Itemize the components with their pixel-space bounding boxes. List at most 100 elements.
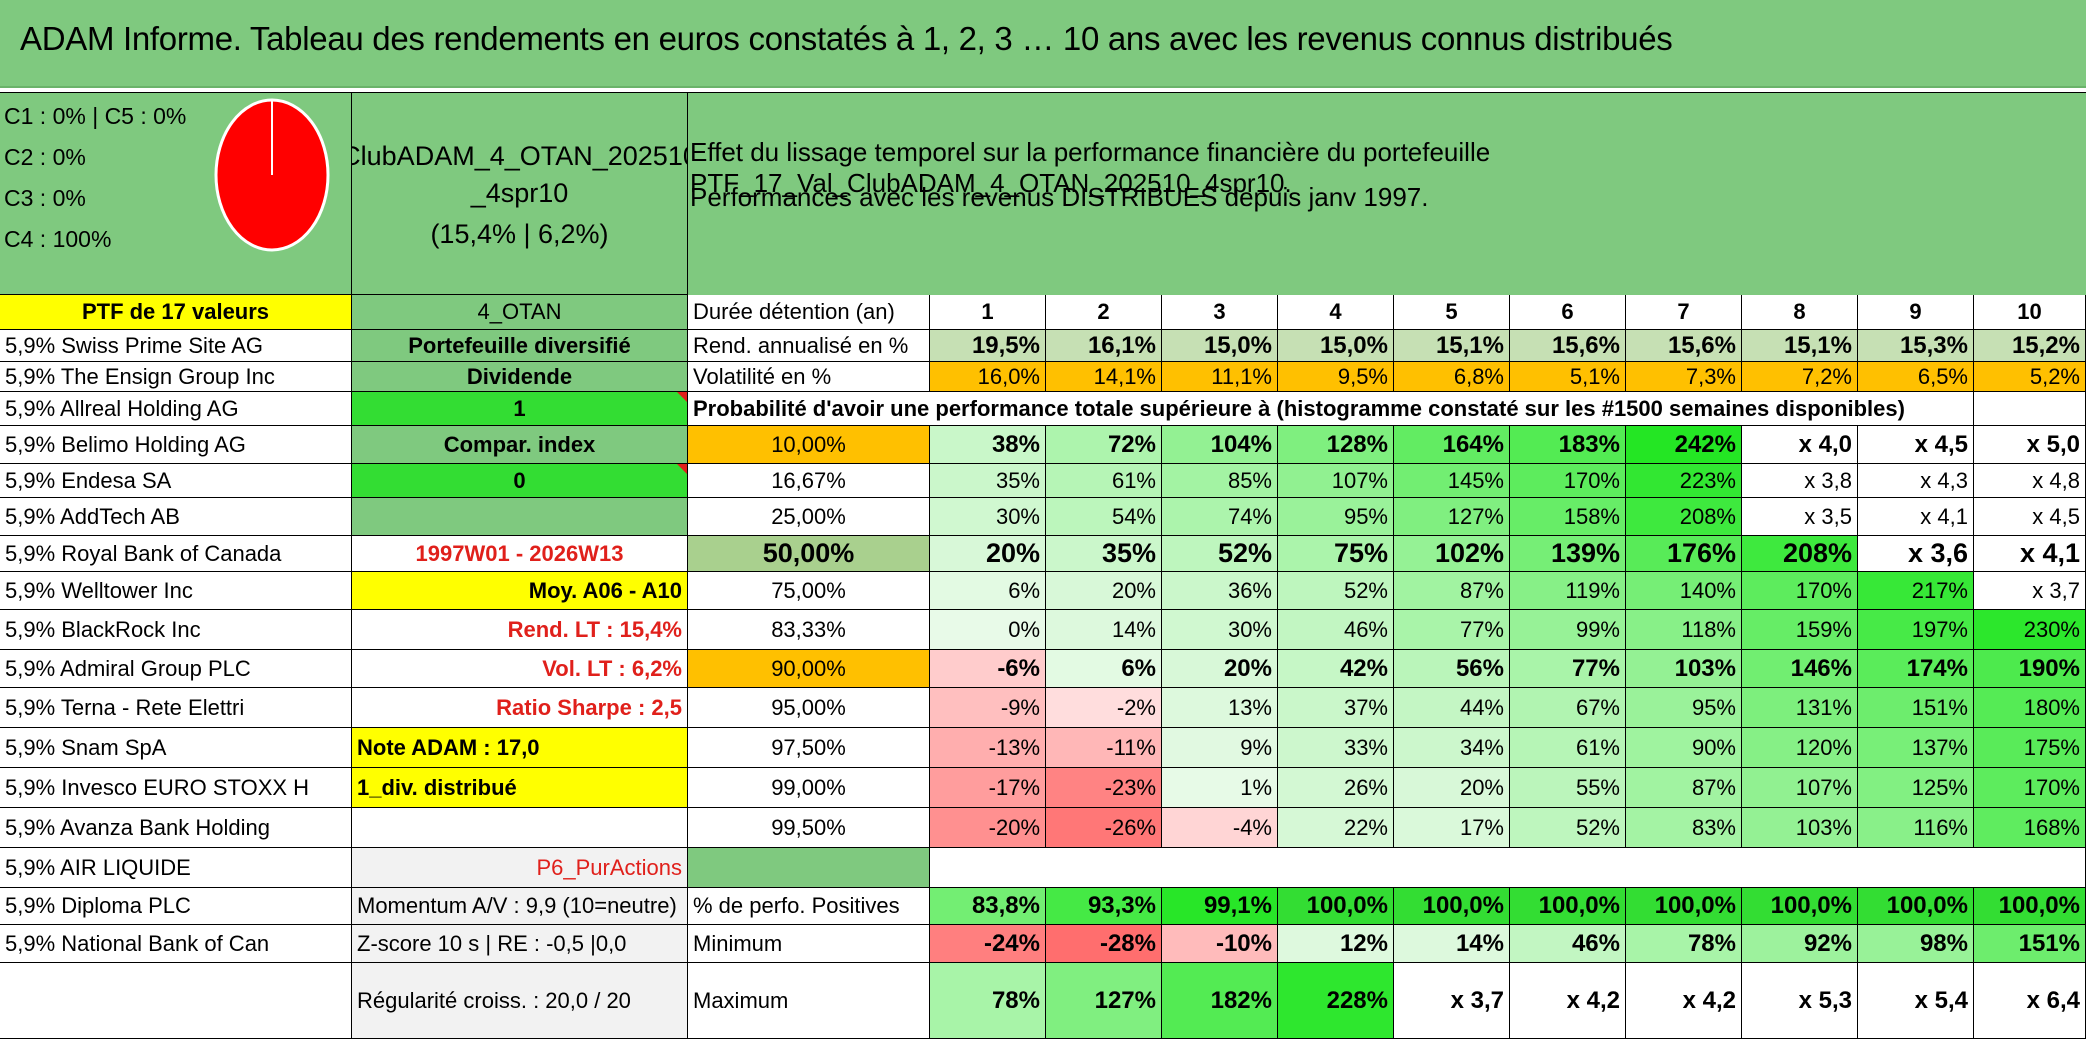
quantile-value: 56% xyxy=(1394,650,1510,688)
quantile-value: 9% xyxy=(1162,728,1278,768)
quantile-value: -2% xyxy=(1046,688,1162,728)
quantile-value: 87% xyxy=(1626,768,1742,808)
quantile-value: 46% xyxy=(1278,610,1394,650)
info-panel-cell: Compar. index xyxy=(352,426,688,464)
quantile-label: 83,33% xyxy=(688,610,930,650)
quantile-value: 175% xyxy=(1974,728,2086,768)
maximum-cell: x 5,4 xyxy=(1858,963,1974,1039)
quantile-label: 50,00% xyxy=(688,536,930,572)
year-header: 3 xyxy=(1162,295,1278,330)
row-label-max: Maximum xyxy=(688,963,930,1039)
alloc-line: C3 : 0% xyxy=(4,185,86,211)
info-panel-cell: 0 xyxy=(352,464,688,498)
quantile-label: 10,00% xyxy=(688,426,930,464)
quantile-value: x 3,5 xyxy=(1742,498,1858,536)
holding-row: 5,9% National Bank of Can xyxy=(0,925,352,963)
holding-row: 5,9% Belimo Holding AG xyxy=(0,426,352,464)
rend-cell: 15,1% xyxy=(1742,330,1858,362)
quantile-value: 61% xyxy=(1510,728,1626,768)
quantile-label: 97,50% xyxy=(688,728,930,768)
quantile-label: 99,00% xyxy=(688,768,930,808)
quantile-value: 54% xyxy=(1046,498,1162,536)
info-panel-cell: Rend. LT : 15,4% xyxy=(352,610,688,650)
quantile-value: 102% xyxy=(1394,536,1510,572)
quantile-value: 72% xyxy=(1046,426,1162,464)
quantile-value: x 3,8 xyxy=(1742,464,1858,498)
quantile-value: -6% xyxy=(930,650,1046,688)
minimum-cell: 151% xyxy=(1974,925,2086,963)
maximum-cell: 182% xyxy=(1162,963,1278,1039)
quantile-value: x 4,3 xyxy=(1858,464,1974,498)
comment-marker xyxy=(677,464,687,474)
quantile-value: 190% xyxy=(1974,650,2086,688)
year-header: 2 xyxy=(1046,295,1162,330)
info-panel-cell: Vol. LT : 6,2% xyxy=(352,650,688,688)
quantile-value: 137% xyxy=(1858,728,1974,768)
rend-cell: 15,6% xyxy=(1510,330,1626,362)
quantile-value: 37% xyxy=(1278,688,1394,728)
quantile-value: 128% xyxy=(1278,426,1394,464)
holding-row: 5,9% Snam SpA xyxy=(0,728,352,768)
info-panel-cell: 1 xyxy=(352,392,688,426)
quantile-value: 75% xyxy=(1278,536,1394,572)
quantile-value: 6% xyxy=(930,572,1046,610)
portfolio-name-suffix: _4spr10 xyxy=(470,178,569,208)
vol-cell: 6,5% xyxy=(1858,362,1974,392)
quantile-value: 13% xyxy=(1162,688,1278,728)
portfolio-name-block: ClubADAM_4_OTAN_202510 _4spr10 (15,4% | … xyxy=(352,93,688,295)
empty-cell xyxy=(1974,392,2086,426)
maximum-cell: x 5,3 xyxy=(1742,963,1858,1039)
rend-cell: 15,6% xyxy=(1626,330,1742,362)
holding-row: 5,9% Avanza Bank Holding xyxy=(0,808,352,848)
vol-cell: 7,2% xyxy=(1742,362,1858,392)
vol-cell: 9,5% xyxy=(1278,362,1394,392)
rend-cell: 19,5% xyxy=(930,330,1046,362)
quantile-value: 145% xyxy=(1394,464,1510,498)
quantile-value: 52% xyxy=(1510,808,1626,848)
minimum-cell: -24% xyxy=(930,925,1046,963)
quantile-value: 170% xyxy=(1510,464,1626,498)
info-panel-cell: Z-score 10 s | RE : -0,5 |0,0 xyxy=(352,925,688,963)
year-header: 6 xyxy=(1510,295,1626,330)
quantile-value: -13% xyxy=(930,728,1046,768)
quantile-value: 107% xyxy=(1742,768,1858,808)
row-label-vol: Volatilité en % xyxy=(688,362,930,392)
quantile-value: -11% xyxy=(1046,728,1162,768)
quantile-label: 16,67% xyxy=(688,464,930,498)
pie-svg xyxy=(214,98,330,252)
year-header: 10 xyxy=(1974,295,2086,330)
quantile-value: 170% xyxy=(1974,768,2086,808)
quantile-value: 164% xyxy=(1394,426,1510,464)
quantile-value: x 4,1 xyxy=(1974,536,2086,572)
minimum-cell: -28% xyxy=(1046,925,1162,963)
positive-rate-cell: 93,3% xyxy=(1046,888,1162,925)
vol-cell: 6,8% xyxy=(1394,362,1510,392)
holding-row: 5,9% Welltower Inc xyxy=(0,572,352,610)
vol-cell: 16,0% xyxy=(930,362,1046,392)
minimum-cell: 14% xyxy=(1394,925,1510,963)
vol-cell: 5,1% xyxy=(1510,362,1626,392)
quantile-value: 107% xyxy=(1278,464,1394,498)
quantile-value: 146% xyxy=(1742,650,1858,688)
quantile-value: 36% xyxy=(1162,572,1278,610)
quantile-value: 125% xyxy=(1858,768,1974,808)
comment-marker xyxy=(677,392,687,402)
quantile-label: 25,00% xyxy=(688,498,930,536)
quantile-value: 99% xyxy=(1510,610,1626,650)
quantile-value: 170% xyxy=(1742,572,1858,610)
info-panel-cell: Momentum A/V : 9,9 (10=neutre) xyxy=(352,888,688,925)
title-bar: ADAM Informe. Tableau des rendements en … xyxy=(0,0,2086,88)
info-panel-cell: Régularité croiss. : 20,0 / 20 xyxy=(352,963,688,1039)
quantile-value: 26% xyxy=(1278,768,1394,808)
maximum-cell: x 3,7 xyxy=(1394,963,1510,1039)
probability-caption: Probabilité d'avoir une performance tota… xyxy=(688,392,1974,426)
info-panel-cell: Note ADAM : 17,0 xyxy=(352,728,688,768)
vol-cell: 5,2% xyxy=(1974,362,2086,392)
holding-row: 5,9% Royal Bank of Canada xyxy=(0,536,352,572)
positive-rate-cell: 100,0% xyxy=(1742,888,1858,925)
quantile-value: x 4,0 xyxy=(1742,426,1858,464)
holding-row: 5,9% AddTech AB xyxy=(0,498,352,536)
quantile-value: x 4,5 xyxy=(1858,426,1974,464)
quantile-value: x 4,1 xyxy=(1858,498,1974,536)
rend-cell: 15,0% xyxy=(1162,330,1278,362)
